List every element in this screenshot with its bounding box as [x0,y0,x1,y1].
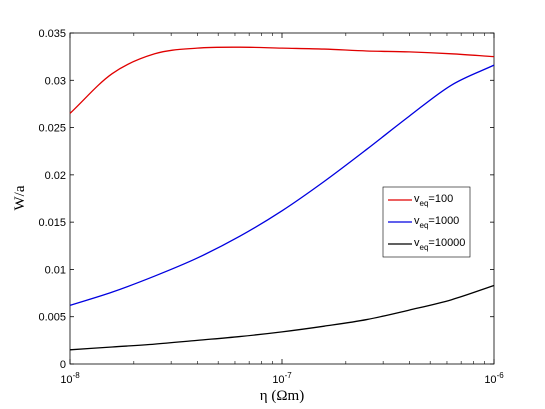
legend-label-value: =100 [428,193,453,205]
y-tick-label: 0 [60,359,66,371]
legend-label-base: v [414,193,420,205]
x-tick-label: 10-7 [272,371,292,386]
legend-label-1: veq=1000 [414,215,459,230]
y-tick-label: 0.035 [38,28,66,40]
series-line-0 [69,46,495,114]
x-tick-base: 10 [60,374,72,386]
y-tick-label: 0.03 [45,75,66,87]
legend-label-2: veq=10000 [414,237,465,252]
x-tick-base: 10 [272,374,284,386]
x-tick-base: 10 [484,374,496,386]
y-tick-label: 0.02 [45,170,66,182]
x-tick-exponent: -6 [497,371,505,380]
legend-label-base: v [414,215,420,227]
y-axis-label: W/a [12,185,28,210]
x-tick-exponent: -7 [285,371,293,380]
legend-label-subscript: eq [420,243,429,252]
x-tick-label: 10-6 [484,371,504,386]
legend-label-base: v [414,237,420,249]
y-tick-label: 0.005 [38,312,66,324]
legend-label-value: =10000 [428,237,465,249]
legend-label-value: =1000 [428,215,459,227]
x-axis-label: η (Ωm) [260,388,304,404]
y-tick-label: 0.01 [45,264,66,276]
legend-label-0: veq=100 [414,193,453,208]
x-tick-exponent: -8 [73,371,81,380]
x-axis-ticks: 10-8 10-7 10-6 [60,33,504,386]
y-tick-label: 0.025 [38,123,66,135]
y-tick-label: 0.015 [38,217,66,229]
series-line-1 [69,64,495,306]
legend-label-subscript: eq [420,199,429,208]
legend-label-subscript: eq [420,221,429,230]
x-tick-label: 10-8 [60,371,80,386]
series-lines [69,46,495,351]
y-axis-ticks: 0 0.005 0.01 0.015 0.02 0.025 0.03 0.035 [38,28,494,371]
series-line-2 [69,284,495,351]
